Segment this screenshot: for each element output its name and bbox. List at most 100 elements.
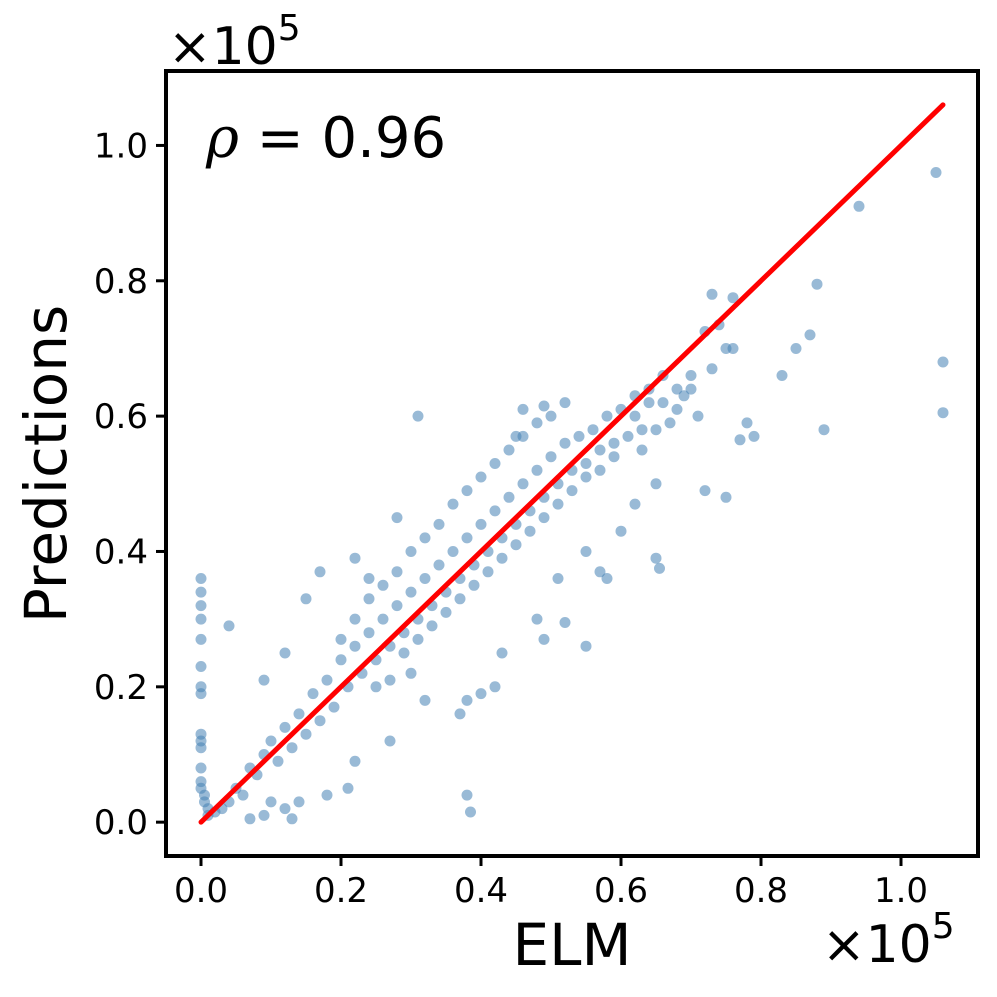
x-scale-label: ×105 [822, 906, 955, 975]
scatter-point [636, 424, 648, 436]
scatter-point [545, 451, 557, 463]
scatter-point [650, 424, 662, 436]
scatter-point [517, 403, 529, 415]
scatter-point [594, 566, 606, 578]
y-tick-label: 0.4 [94, 532, 148, 572]
scatter-point [790, 343, 802, 354]
scatter-point [335, 654, 347, 666]
scatter-point [496, 647, 508, 659]
scatter-point [650, 478, 662, 490]
scatter-point [314, 715, 326, 727]
scatter-point [671, 383, 683, 395]
scatter-point [349, 640, 361, 652]
scatter-point [244, 813, 256, 825]
scatter-point [321, 789, 333, 801]
scatter-point [412, 410, 424, 422]
scatter-point [636, 444, 648, 456]
scatter-point [552, 498, 564, 510]
scatter-point [545, 410, 557, 422]
scatter-point [195, 742, 207, 754]
x-axis-title: ELM [512, 911, 631, 979]
scatter-point [538, 512, 550, 524]
x-tick-label: 0.4 [454, 871, 508, 911]
scatter-point [594, 444, 606, 456]
scatter-point [342, 782, 354, 794]
annotation-rho-symbol: ρ [205, 106, 239, 171]
scatter-point [279, 721, 291, 733]
scatter-point [286, 742, 298, 754]
scatter-point [664, 417, 676, 429]
scatter-point [272, 755, 284, 767]
scatter-point [608, 451, 620, 463]
scatter-point [811, 278, 823, 290]
scatter-point [349, 552, 361, 564]
scatter-point [678, 390, 690, 402]
scatter-point [552, 573, 564, 584]
fit-line [198, 102, 946, 825]
scatter-point [643, 397, 655, 409]
y-scale-label: ×105 [168, 8, 301, 77]
scatter-point [622, 430, 634, 442]
scatter-point [937, 407, 949, 419]
x-tick-label: 0.6 [594, 871, 648, 911]
scatter-point [594, 464, 606, 476]
scatter-point [223, 620, 235, 632]
scatter-point [734, 434, 746, 446]
annotation-correlation: ρ = 0.96 [205, 106, 446, 171]
scatter-point [461, 694, 473, 706]
scatter-point [489, 681, 501, 693]
scatter-point [195, 586, 207, 598]
scatter-point [720, 343, 732, 354]
scatter-point [475, 518, 487, 530]
scatter-point [321, 674, 333, 686]
x-tick-label: 0.8 [734, 871, 788, 911]
scatter-point [349, 613, 361, 625]
scatter-point [538, 400, 550, 412]
scatter-point [447, 498, 459, 510]
scatter-point [496, 552, 508, 564]
scatter-point [426, 620, 438, 632]
scatter-point [440, 606, 452, 618]
scatter-point [363, 593, 375, 605]
scatter-point [489, 458, 501, 469]
y-tick-label: 0.6 [94, 397, 148, 437]
scatter-point [510, 539, 522, 551]
scatter-point [279, 647, 291, 659]
scatter-point [314, 566, 326, 578]
scatter-point [566, 485, 578, 497]
scatter-point [433, 559, 445, 571]
scatter-point [405, 667, 417, 679]
scatter-point [370, 681, 382, 693]
scatter-point [699, 485, 711, 497]
scatter-point [286, 813, 298, 825]
scatter-point [804, 329, 816, 341]
scatter-point [475, 471, 487, 483]
scatter-point [195, 600, 207, 612]
scatter-point [654, 562, 665, 574]
scatter-point [524, 525, 536, 537]
scatter-point [503, 491, 515, 503]
scatter-point [930, 167, 942, 178]
scatter-point [307, 688, 319, 700]
scatter-point [531, 464, 543, 476]
scatter-point [706, 288, 718, 300]
scatter-point [258, 809, 270, 821]
scatter-point [461, 532, 473, 544]
scatter-point [650, 552, 662, 564]
scatter-point [580, 640, 592, 652]
scatter-point [412, 633, 424, 645]
scatter-point [580, 546, 592, 557]
scatter-point [195, 762, 207, 774]
scatter-point [615, 525, 627, 537]
scatter-point [517, 478, 529, 490]
scatter-point [531, 417, 543, 429]
scatter-point [363, 573, 375, 584]
y-tick-label: 1.0 [94, 126, 148, 166]
scatter-point [465, 806, 476, 818]
scatter-point [195, 633, 207, 645]
scatter-point [461, 789, 473, 801]
scatter-point [447, 546, 459, 557]
y-scale-exponent: 5 [278, 8, 301, 49]
scatter-point [405, 546, 417, 557]
